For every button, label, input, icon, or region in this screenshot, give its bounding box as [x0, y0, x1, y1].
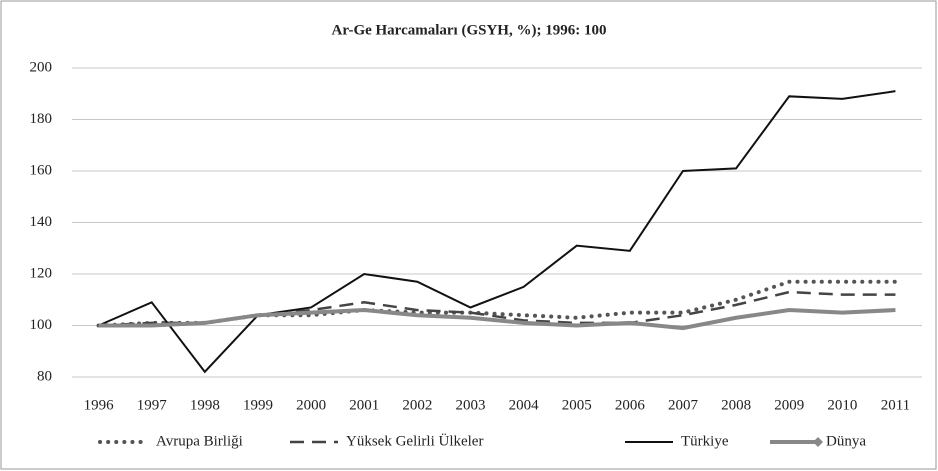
x-tick-label: 2003 — [455, 397, 485, 413]
y-tick-label: 140 — [30, 214, 53, 230]
x-tick-label: 2004 — [509, 397, 540, 413]
x-tick-label: 2011 — [881, 397, 910, 413]
x-tick-label: 2008 — [721, 397, 751, 413]
x-tick-label: 1999 — [243, 397, 273, 413]
y-tick-label: 160 — [30, 162, 53, 178]
x-tick-label: 2005 — [562, 397, 592, 413]
x-tick-label: 2007 — [668, 397, 699, 413]
x-tick-label: 1997 — [137, 397, 168, 413]
x-tick-label: 2006 — [615, 397, 646, 413]
x-tick-label: 2001 — [349, 397, 379, 413]
series-line — [98, 308, 896, 331]
legend-label: Yüksek Gelirli Ülkeler — [346, 432, 483, 449]
x-tick-label: 2010 — [827, 397, 857, 413]
y-tick-label: 120 — [30, 265, 53, 281]
legend-marker — [813, 437, 823, 447]
y-tick-label: 200 — [30, 59, 53, 75]
y-tick-label: 100 — [30, 317, 53, 333]
legend-label: Avrupa Birliği — [156, 433, 243, 449]
x-tick-label: 1998 — [190, 397, 220, 413]
y-tick-label: 80 — [37, 368, 52, 384]
x-tick-label: 2009 — [774, 397, 804, 413]
series-line — [98, 90, 896, 374]
y-tick-label: 180 — [30, 111, 53, 127]
legend-label: Türkiye — [681, 433, 729, 449]
x-tick-label: 1996 — [84, 397, 115, 413]
x-tick-label: 2000 — [296, 397, 326, 413]
x-tick-label: 2002 — [402, 397, 432, 413]
legend-label: Dünya — [826, 433, 866, 449]
chart-title: Ar-Ge Harcamaları (GSYH, %); 1996: 100 — [332, 22, 607, 38]
